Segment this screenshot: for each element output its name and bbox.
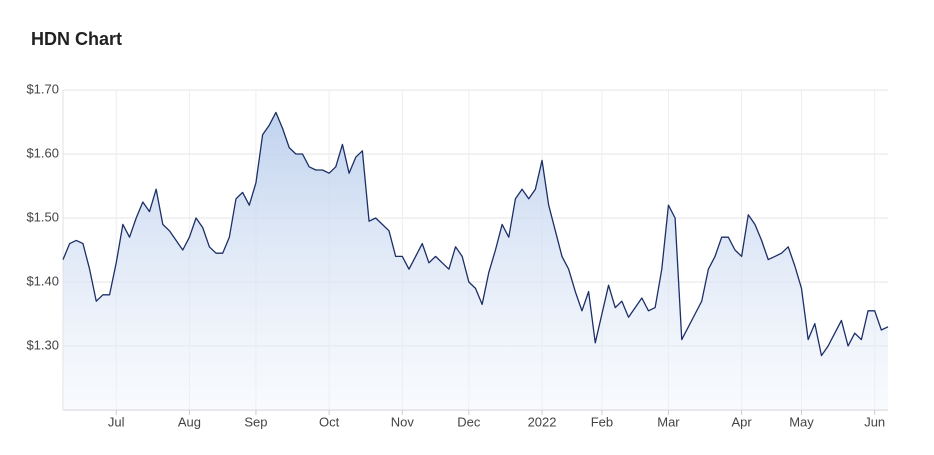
x-tick-label: Oct [319, 414, 340, 429]
x-tick-label: Apr [732, 414, 753, 429]
x-tick-label: Jun [864, 414, 885, 429]
x-tick-label: 2022 [528, 414, 557, 429]
x-tick-label: May [789, 414, 814, 429]
line [62, 111, 889, 357]
x-tick-label: Jul [108, 414, 125, 429]
area [63, 112, 888, 411]
x-tick-label: Mar [657, 414, 680, 429]
y-tick-label: $1.30 [26, 337, 59, 352]
chart-title: HDN Chart [31, 29, 122, 49]
x-tick-label: Sep [244, 414, 267, 429]
y-tick-label: $1.70 [26, 81, 59, 96]
y-tick-label: $1.60 [26, 145, 59, 160]
x-tick-label: Dec [457, 414, 481, 429]
x-tick-label: Feb [591, 414, 613, 429]
x-tick-label: Aug [178, 414, 201, 429]
x-tick-label: Nov [391, 414, 415, 429]
y-tick-label: $1.40 [26, 273, 59, 288]
y-tick-label: $1.50 [26, 209, 59, 224]
